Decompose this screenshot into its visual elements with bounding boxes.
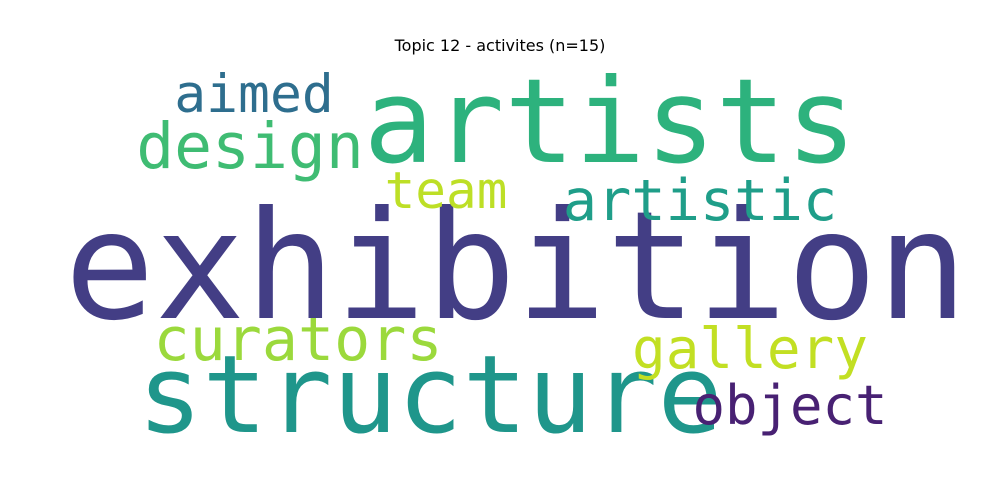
word-gallery: gallery — [632, 317, 868, 382]
word-team: team — [385, 162, 508, 221]
word-structure: structure — [137, 333, 722, 458]
word-artistic: artistic — [563, 168, 838, 234]
word-object: object — [692, 374, 887, 437]
word-curators: curators — [154, 305, 443, 375]
chart-title: Topic 12 - activites (n=15) — [394, 36, 606, 55]
word-exhibition: exhibition — [64, 180, 967, 354]
word-artists: artists — [363, 53, 856, 190]
word-design: design — [136, 110, 364, 183]
word-aimed: aimed — [174, 64, 334, 125]
